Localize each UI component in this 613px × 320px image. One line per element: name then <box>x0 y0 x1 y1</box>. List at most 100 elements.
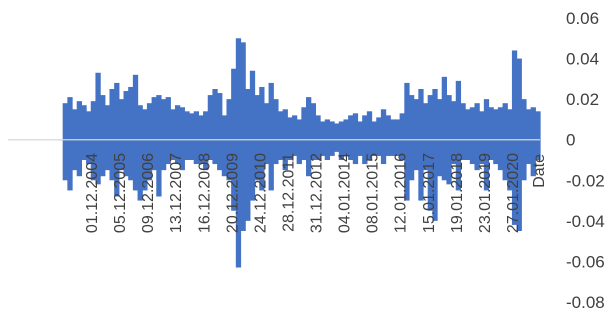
bar <box>474 103 480 171</box>
bar <box>334 123 340 152</box>
bar <box>315 115 321 160</box>
bar <box>90 101 97 181</box>
bar <box>497 107 504 171</box>
bar <box>437 99 443 177</box>
y-tick-label: -0.08 <box>566 293 605 312</box>
bar <box>193 111 199 165</box>
bar <box>306 97 312 177</box>
bar <box>132 74 139 191</box>
y-tick-label: -0.06 <box>566 252 605 271</box>
bar <box>516 58 522 232</box>
y-tick-label: 0.04 <box>566 50 599 69</box>
bar <box>479 111 485 165</box>
bar <box>385 115 391 156</box>
bar <box>263 103 270 165</box>
bar <box>254 95 260 181</box>
bar <box>95 72 101 185</box>
bar <box>329 121 335 156</box>
bar <box>455 80 462 191</box>
bar <box>287 117 293 160</box>
x-tick-label: 08.01.2015 <box>365 153 382 233</box>
x-tick-label: 13.12.2007 <box>168 153 185 233</box>
bar <box>441 76 448 181</box>
bar <box>348 115 354 160</box>
y-tick-label: 0.06 <box>566 9 599 28</box>
x-tick-label: 16.12.2008 <box>196 153 213 233</box>
bar <box>249 70 256 201</box>
bar <box>338 121 345 160</box>
bar <box>366 111 373 160</box>
bar <box>465 109 471 160</box>
bar <box>399 113 405 160</box>
x-tick-label: 12.01.2016 <box>393 153 410 233</box>
bar <box>507 109 513 191</box>
bar <box>535 111 541 160</box>
bar <box>76 101 82 177</box>
x-tick-label: 19.01.2018 <box>449 153 466 233</box>
bar <box>511 50 518 225</box>
bar <box>62 103 68 181</box>
bar <box>469 107 476 165</box>
bar <box>408 95 415 181</box>
x-tick-label: 05.12.2005 <box>112 153 129 233</box>
x-axis-title: Date <box>531 154 548 188</box>
x-tick-label: 28.12.2011 <box>280 153 297 232</box>
bar <box>432 89 438 221</box>
bar <box>128 86 134 181</box>
bar <box>394 119 401 156</box>
bar <box>413 99 419 171</box>
bar <box>118 99 125 171</box>
bar <box>123 91 129 177</box>
bar <box>376 117 382 156</box>
x-tick-label: 27.01.2020 <box>505 153 522 233</box>
bar <box>207 95 214 160</box>
bar <box>404 82 410 201</box>
bar <box>525 109 532 165</box>
x-tick-label: 20.12.2009 <box>224 153 241 233</box>
bar <box>165 97 171 165</box>
bar <box>352 113 359 165</box>
bar <box>146 103 153 181</box>
bar <box>418 89 424 201</box>
x-tick-label: 31.12.2012 <box>309 153 326 233</box>
bar <box>156 95 162 197</box>
bar <box>502 103 508 181</box>
bar <box>81 105 87 160</box>
bar <box>427 95 433 211</box>
bar <box>310 103 316 160</box>
bar <box>493 109 499 165</box>
bar <box>390 119 396 156</box>
bar <box>460 103 466 160</box>
bar <box>137 105 143 201</box>
bar <box>291 115 298 156</box>
bar <box>483 99 490 191</box>
bar <box>235 38 242 268</box>
bar <box>488 107 494 160</box>
bar <box>259 86 265 191</box>
bar <box>160 99 167 171</box>
x-tick-label: 01.12.2004 <box>84 153 101 233</box>
x-tick-label: 23.01.2019 <box>477 153 494 233</box>
bar <box>357 121 363 156</box>
y-tick-label: 0 <box>566 131 575 150</box>
bar <box>371 121 377 156</box>
bar <box>86 111 92 165</box>
y-axis-ticks: 0.06 0.04 0.02 0 -0.02 -0.04 -0.06 -0.08 <box>566 9 605 312</box>
x-tick-label: 09.12.2006 <box>140 153 157 233</box>
x-axis-ticks: 01.12.2004 05.12.2005 09.12.2006 13.12.2007… <box>84 153 522 233</box>
bar <box>268 82 274 191</box>
y-tick-label: -0.04 <box>566 212 605 231</box>
bar <box>189 113 195 160</box>
bar <box>170 109 176 160</box>
bar <box>151 97 157 171</box>
bar <box>217 93 223 171</box>
bar <box>240 42 246 231</box>
bar <box>142 109 148 191</box>
bar <box>296 119 302 165</box>
bar <box>179 107 185 171</box>
bar <box>100 95 106 177</box>
bar <box>67 97 73 191</box>
bars-group <box>58 38 541 268</box>
bar <box>104 105 111 171</box>
